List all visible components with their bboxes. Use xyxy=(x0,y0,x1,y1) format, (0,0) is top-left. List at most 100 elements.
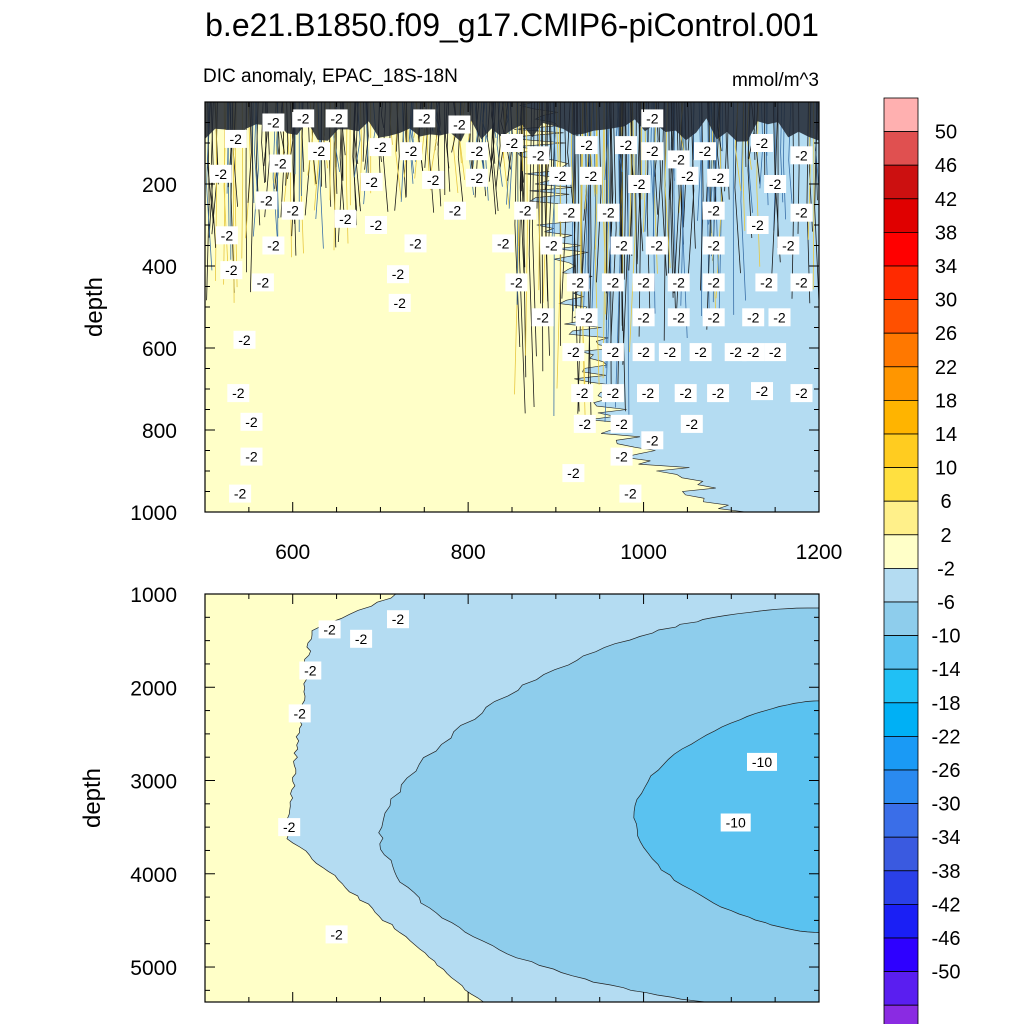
y-tick-label: 4000 xyxy=(130,864,177,887)
contour-label: -2 xyxy=(575,136,598,155)
contour-label-box xyxy=(292,109,315,128)
y-tick-label: 200 xyxy=(142,174,177,197)
noise-contour-line xyxy=(791,102,795,299)
contour-label-text: -2 xyxy=(664,344,677,360)
contour-label-text: -2 xyxy=(707,309,720,325)
contour-label-box xyxy=(619,484,642,503)
contour-label-text: -2 xyxy=(563,205,576,221)
noise-contour-line xyxy=(525,102,528,356)
contour-label-text: -2 xyxy=(672,274,685,290)
colorbar-box xyxy=(883,299,919,334)
contour-label: -2 xyxy=(281,201,304,220)
contour-label: -2 xyxy=(601,343,624,362)
contour-label-text: -2 xyxy=(471,170,484,186)
colorbar-box xyxy=(883,803,919,838)
colorbar-box xyxy=(883,231,919,267)
contour-label-box xyxy=(720,813,751,832)
contour-label-text: -2 xyxy=(245,414,258,430)
contour-label: -2 xyxy=(610,447,633,466)
upper-contour-labels: -2 -2 -2 -2 -2 -2 -2 -2 -2 -2 -2 -2 -2 -2 -2 -2 -2 -2 -2 -2… xyxy=(209,109,813,503)
noise-contour-line xyxy=(700,102,704,291)
contour-label-box xyxy=(702,236,725,255)
contour-label-text: -2 xyxy=(795,274,808,290)
contour-label-box xyxy=(562,464,585,483)
contour-label: -2 xyxy=(637,384,659,403)
contour-label-text: -2 xyxy=(707,274,720,290)
colorbar-label: 22 xyxy=(935,357,957,379)
contour-label-text: -2 xyxy=(297,110,310,126)
lower-y-axis-label: depth xyxy=(79,768,106,828)
contour-label: -2 xyxy=(288,704,311,723)
contour-label-text: -2 xyxy=(510,274,523,290)
contour-label-box xyxy=(558,203,580,222)
colorbar-label: 38 xyxy=(935,222,957,244)
contour-label: -2 xyxy=(255,191,278,210)
contour-label-text: -2 xyxy=(646,143,659,159)
contour-label-text: -2 xyxy=(580,309,593,325)
contour-label-box xyxy=(610,236,633,255)
contour-label-text: -2 xyxy=(274,156,287,172)
contour-label: -2 xyxy=(465,142,488,161)
x-tick-label: 1200 xyxy=(796,541,843,564)
contour-label: -2 xyxy=(269,154,292,173)
contour-label-box xyxy=(240,412,263,431)
colorbar-label: -30 xyxy=(932,794,961,816)
contour-label: -2 xyxy=(388,293,411,312)
contour-label-text: -10 xyxy=(726,815,746,831)
contour-label: -2 xyxy=(233,330,256,349)
contour-label-box xyxy=(610,414,633,433)
contour-label: -2 xyxy=(387,610,409,629)
contour-label-box xyxy=(764,175,787,193)
contour-label: -2 xyxy=(387,265,409,284)
colorbar-box xyxy=(883,131,919,166)
contour-label: -2 xyxy=(702,308,725,327)
contour-label: -2 xyxy=(209,164,232,183)
colorbar-label: -34 xyxy=(932,827,961,849)
noise-contour-line xyxy=(601,102,607,285)
contour-label: -2 xyxy=(667,308,690,327)
contour-label: -2 xyxy=(628,175,651,193)
contour-label-box xyxy=(566,273,589,292)
contour-label-box xyxy=(444,201,466,220)
contour-label-box xyxy=(667,150,690,169)
contour-label-box xyxy=(262,113,285,132)
contour-label-text: -2 xyxy=(232,385,245,401)
contour-label-text: -2 xyxy=(729,344,742,360)
contour-label: -2 xyxy=(334,209,357,228)
contour-label-box xyxy=(575,308,598,327)
noise-contour-line xyxy=(523,102,527,378)
contour-label-text: -2 xyxy=(756,383,769,399)
contour-label-box xyxy=(369,138,392,157)
contour-label-text: -2 xyxy=(782,238,795,254)
y-tick-label: 2000 xyxy=(130,677,177,700)
contour-label-box xyxy=(365,216,387,234)
contour-label-text: -2 xyxy=(699,143,712,159)
contour-label-box xyxy=(387,265,409,284)
contour-label-box xyxy=(597,203,620,222)
contour-label-text: -2 xyxy=(607,274,620,290)
colorbar-label: -38 xyxy=(932,861,961,883)
contour-label-box xyxy=(240,447,263,466)
contour-label-text: -2 xyxy=(554,168,567,184)
contour-label-text: -2 xyxy=(712,385,725,401)
colorbar-box xyxy=(883,904,919,939)
contour-label-box xyxy=(628,175,651,193)
colorbar-labels: 50 46 42 38 34 30 26 22 18 14 10 6 2 -2 -6 -10 -14 -18 -22… xyxy=(932,122,961,984)
contour-label-box xyxy=(281,201,304,220)
contour-label-text: -2 xyxy=(773,309,786,325)
noise-contour-line xyxy=(519,102,526,414)
contour-label-text: -2 xyxy=(795,385,808,401)
contour-label-box xyxy=(422,170,445,189)
contour-label-text: -2 xyxy=(567,465,580,481)
contour-label-box xyxy=(400,142,423,161)
contour-label-text: -2 xyxy=(260,192,273,208)
contour-label-box xyxy=(299,661,322,680)
contour-label-box xyxy=(334,209,357,228)
contour-label: -2 xyxy=(702,273,725,292)
contour-label-text: -2 xyxy=(370,217,383,233)
contour-label-box xyxy=(764,343,787,362)
contour-label-text: -2 xyxy=(567,344,580,360)
colorbar-box xyxy=(883,668,919,704)
colorbar-label: -22 xyxy=(932,726,961,748)
contour-label: -2 xyxy=(777,236,800,255)
